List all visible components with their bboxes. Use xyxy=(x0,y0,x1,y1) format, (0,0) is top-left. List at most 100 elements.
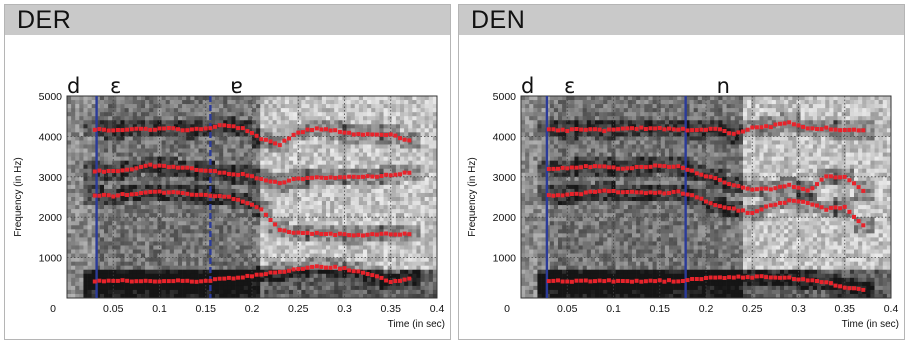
formant-point xyxy=(143,163,148,168)
formant-point xyxy=(782,275,787,280)
formant-point xyxy=(671,279,676,284)
x-tick-label: 0.05 xyxy=(103,303,124,315)
formant-point xyxy=(657,126,662,130)
formant-point xyxy=(347,174,352,179)
formant-point xyxy=(361,270,365,275)
formant-point xyxy=(106,169,111,173)
formant-point xyxy=(176,165,180,170)
formant-point xyxy=(736,274,741,279)
formant-point xyxy=(120,192,125,197)
formant-point xyxy=(152,279,157,284)
formant-point xyxy=(759,125,764,130)
formant-point xyxy=(120,278,125,283)
formant-point xyxy=(236,126,241,131)
x-tick-label: 0.1 xyxy=(152,303,167,315)
formant-point xyxy=(125,167,130,172)
formant-point xyxy=(148,189,153,194)
formant-point xyxy=(750,125,755,130)
formant-point xyxy=(402,231,407,236)
formant-point xyxy=(750,275,755,280)
formant-point xyxy=(250,274,254,279)
formant-point xyxy=(92,279,97,284)
formant-point xyxy=(648,278,653,283)
formant-point xyxy=(102,169,106,174)
formant-point xyxy=(291,267,296,272)
formant-point xyxy=(291,177,296,181)
plot-frame xyxy=(66,95,438,299)
formant-point xyxy=(842,174,847,179)
formant-point xyxy=(129,192,134,197)
formant-point xyxy=(296,130,301,135)
formant-point xyxy=(852,181,856,186)
formant-point xyxy=(657,190,662,195)
formant-point xyxy=(240,172,245,176)
formant-point xyxy=(310,231,315,236)
formant-point xyxy=(342,232,347,237)
formant-point xyxy=(833,175,838,180)
formant-point xyxy=(310,264,315,269)
formant-point xyxy=(319,232,324,236)
formant-point xyxy=(384,172,389,177)
formant-point xyxy=(213,194,217,199)
formant-point xyxy=(129,127,134,132)
formant-point xyxy=(754,274,759,279)
formant-point xyxy=(189,166,194,171)
formant-point xyxy=(773,186,778,191)
formant-point xyxy=(125,278,130,283)
formant-point xyxy=(208,168,213,173)
formant-point xyxy=(384,133,389,137)
series-f4 xyxy=(92,123,412,148)
formant-point xyxy=(398,172,402,177)
formant-point xyxy=(254,205,259,210)
formant-point xyxy=(226,172,231,176)
formant-point xyxy=(166,165,171,170)
formant-point xyxy=(842,128,847,132)
formant-point xyxy=(560,165,565,170)
formant-point xyxy=(782,184,787,189)
formant-point xyxy=(185,191,190,196)
formant-point xyxy=(115,128,120,132)
formant-point xyxy=(111,128,116,133)
chart-title: DER xyxy=(17,6,72,34)
x-tick-label: 0.3 xyxy=(791,303,806,315)
formant-point xyxy=(768,125,773,130)
formant-point xyxy=(134,126,139,131)
formant-point xyxy=(361,174,365,179)
formant-point xyxy=(185,165,190,170)
formant-point xyxy=(815,182,819,187)
formant-point xyxy=(213,169,217,174)
y-axis-title: Frequency (in Hz) xyxy=(467,157,478,236)
formant-point xyxy=(741,129,745,134)
formant-point xyxy=(676,189,681,194)
formant-point xyxy=(305,127,310,132)
formant-point xyxy=(106,278,111,283)
formant-point xyxy=(328,128,333,133)
segment-label: d xyxy=(67,74,80,98)
formant-point xyxy=(861,287,866,292)
formant-point xyxy=(259,272,264,277)
formant-point xyxy=(639,279,644,284)
formant-point xyxy=(690,193,695,198)
formant-point xyxy=(139,126,143,131)
formant-point xyxy=(838,284,843,289)
formant-point xyxy=(291,230,296,235)
formant-point xyxy=(630,126,634,131)
formant-point xyxy=(356,269,361,274)
formant-point xyxy=(194,167,199,172)
formant-point xyxy=(115,169,120,174)
formant-point xyxy=(393,232,398,237)
formant-point xyxy=(176,278,180,283)
formant-point xyxy=(287,268,291,273)
formant-point xyxy=(801,187,806,191)
formant-point xyxy=(282,138,287,143)
formant-point xyxy=(189,279,194,284)
formant-point xyxy=(254,133,259,138)
formant-point xyxy=(616,278,621,283)
formant-point xyxy=(328,231,333,236)
formant-point xyxy=(560,279,565,284)
formant-point xyxy=(722,205,727,210)
der-panel: DER 1000 2000 3000 4000 5000 0.05 0.1 0.15 0.2 0.… xyxy=(4,4,451,340)
formant-point xyxy=(393,172,398,177)
formant-point xyxy=(222,276,227,281)
formant-point xyxy=(300,231,305,235)
